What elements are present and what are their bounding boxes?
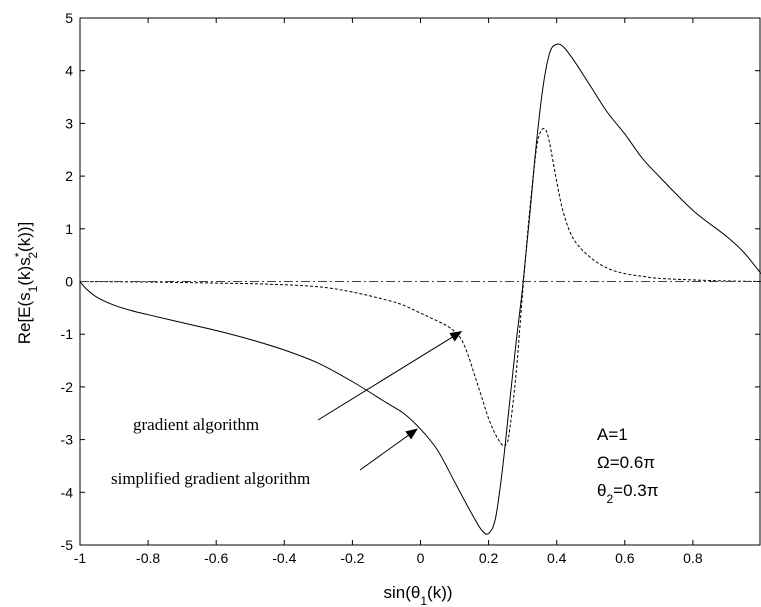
x-tick-label: -0.2	[340, 550, 364, 566]
y-tick-label: 4	[65, 63, 73, 79]
x-tick-label: -0.4	[272, 550, 296, 566]
y-tick-label: 1	[65, 221, 73, 237]
annotation-gradient: gradient algorithm	[133, 331, 463, 434]
annotation-gradient-arrow	[317, 331, 463, 421]
x-tick-label: 0.2	[479, 550, 499, 566]
x-tick-label: 0.8	[683, 550, 703, 566]
y-tick-label: -4	[61, 484, 74, 500]
param-theta2: θ2=0.3π	[597, 481, 658, 506]
x-axis-label: sin(θ1(k))	[383, 583, 452, 607]
series-layer	[79, 43, 761, 535]
series-solid-line	[79, 43, 761, 535]
x-tick-label: 0	[417, 550, 425, 566]
parameters: A=1 Ω=0.6π θ2=0.3π	[597, 425, 658, 506]
annotation-gradient-label: gradient algorithm	[133, 415, 259, 434]
series-dashed-line	[79, 128, 761, 447]
y-tick-label: 3	[65, 115, 73, 131]
param-amplitude: A=1	[597, 425, 628, 444]
x-tick-label: -0.6	[204, 550, 228, 566]
x-tick-label: 0.4	[547, 550, 567, 566]
y-tick-label: 5	[65, 10, 73, 26]
y-tick-label: -3	[61, 432, 74, 448]
y-tick-label: 0	[65, 274, 73, 290]
plot-frame	[79, 17, 761, 546]
param-omega: Ω=0.6π	[597, 453, 655, 472]
x-tick-label: 0.6	[615, 550, 635, 566]
x-tick-label: -1	[74, 550, 87, 566]
y-tick-label: -2	[61, 379, 74, 395]
y-tick-label: -1	[61, 326, 74, 342]
y-axis-label: Re[E(s1(k)s*2(k))]	[12, 222, 40, 345]
y-tick-label: 2	[65, 168, 73, 184]
annotation-simplified: simplified gradient algorithm	[111, 428, 418, 488]
y-tick-label: -5	[61, 537, 74, 553]
annotation-simplified-label: simplified gradient algorithm	[111, 469, 310, 488]
annotation-simplified-arrow	[359, 428, 418, 471]
x-tick-label: -0.8	[136, 550, 160, 566]
tick-label-layer: -1 -0.8 -0.6 -0.4 -0.2 0 0.2 0.4 0.6 0.8 -5 -4 -3 -2 -…	[61, 10, 703, 566]
ticks-layer	[79, 17, 760, 546]
